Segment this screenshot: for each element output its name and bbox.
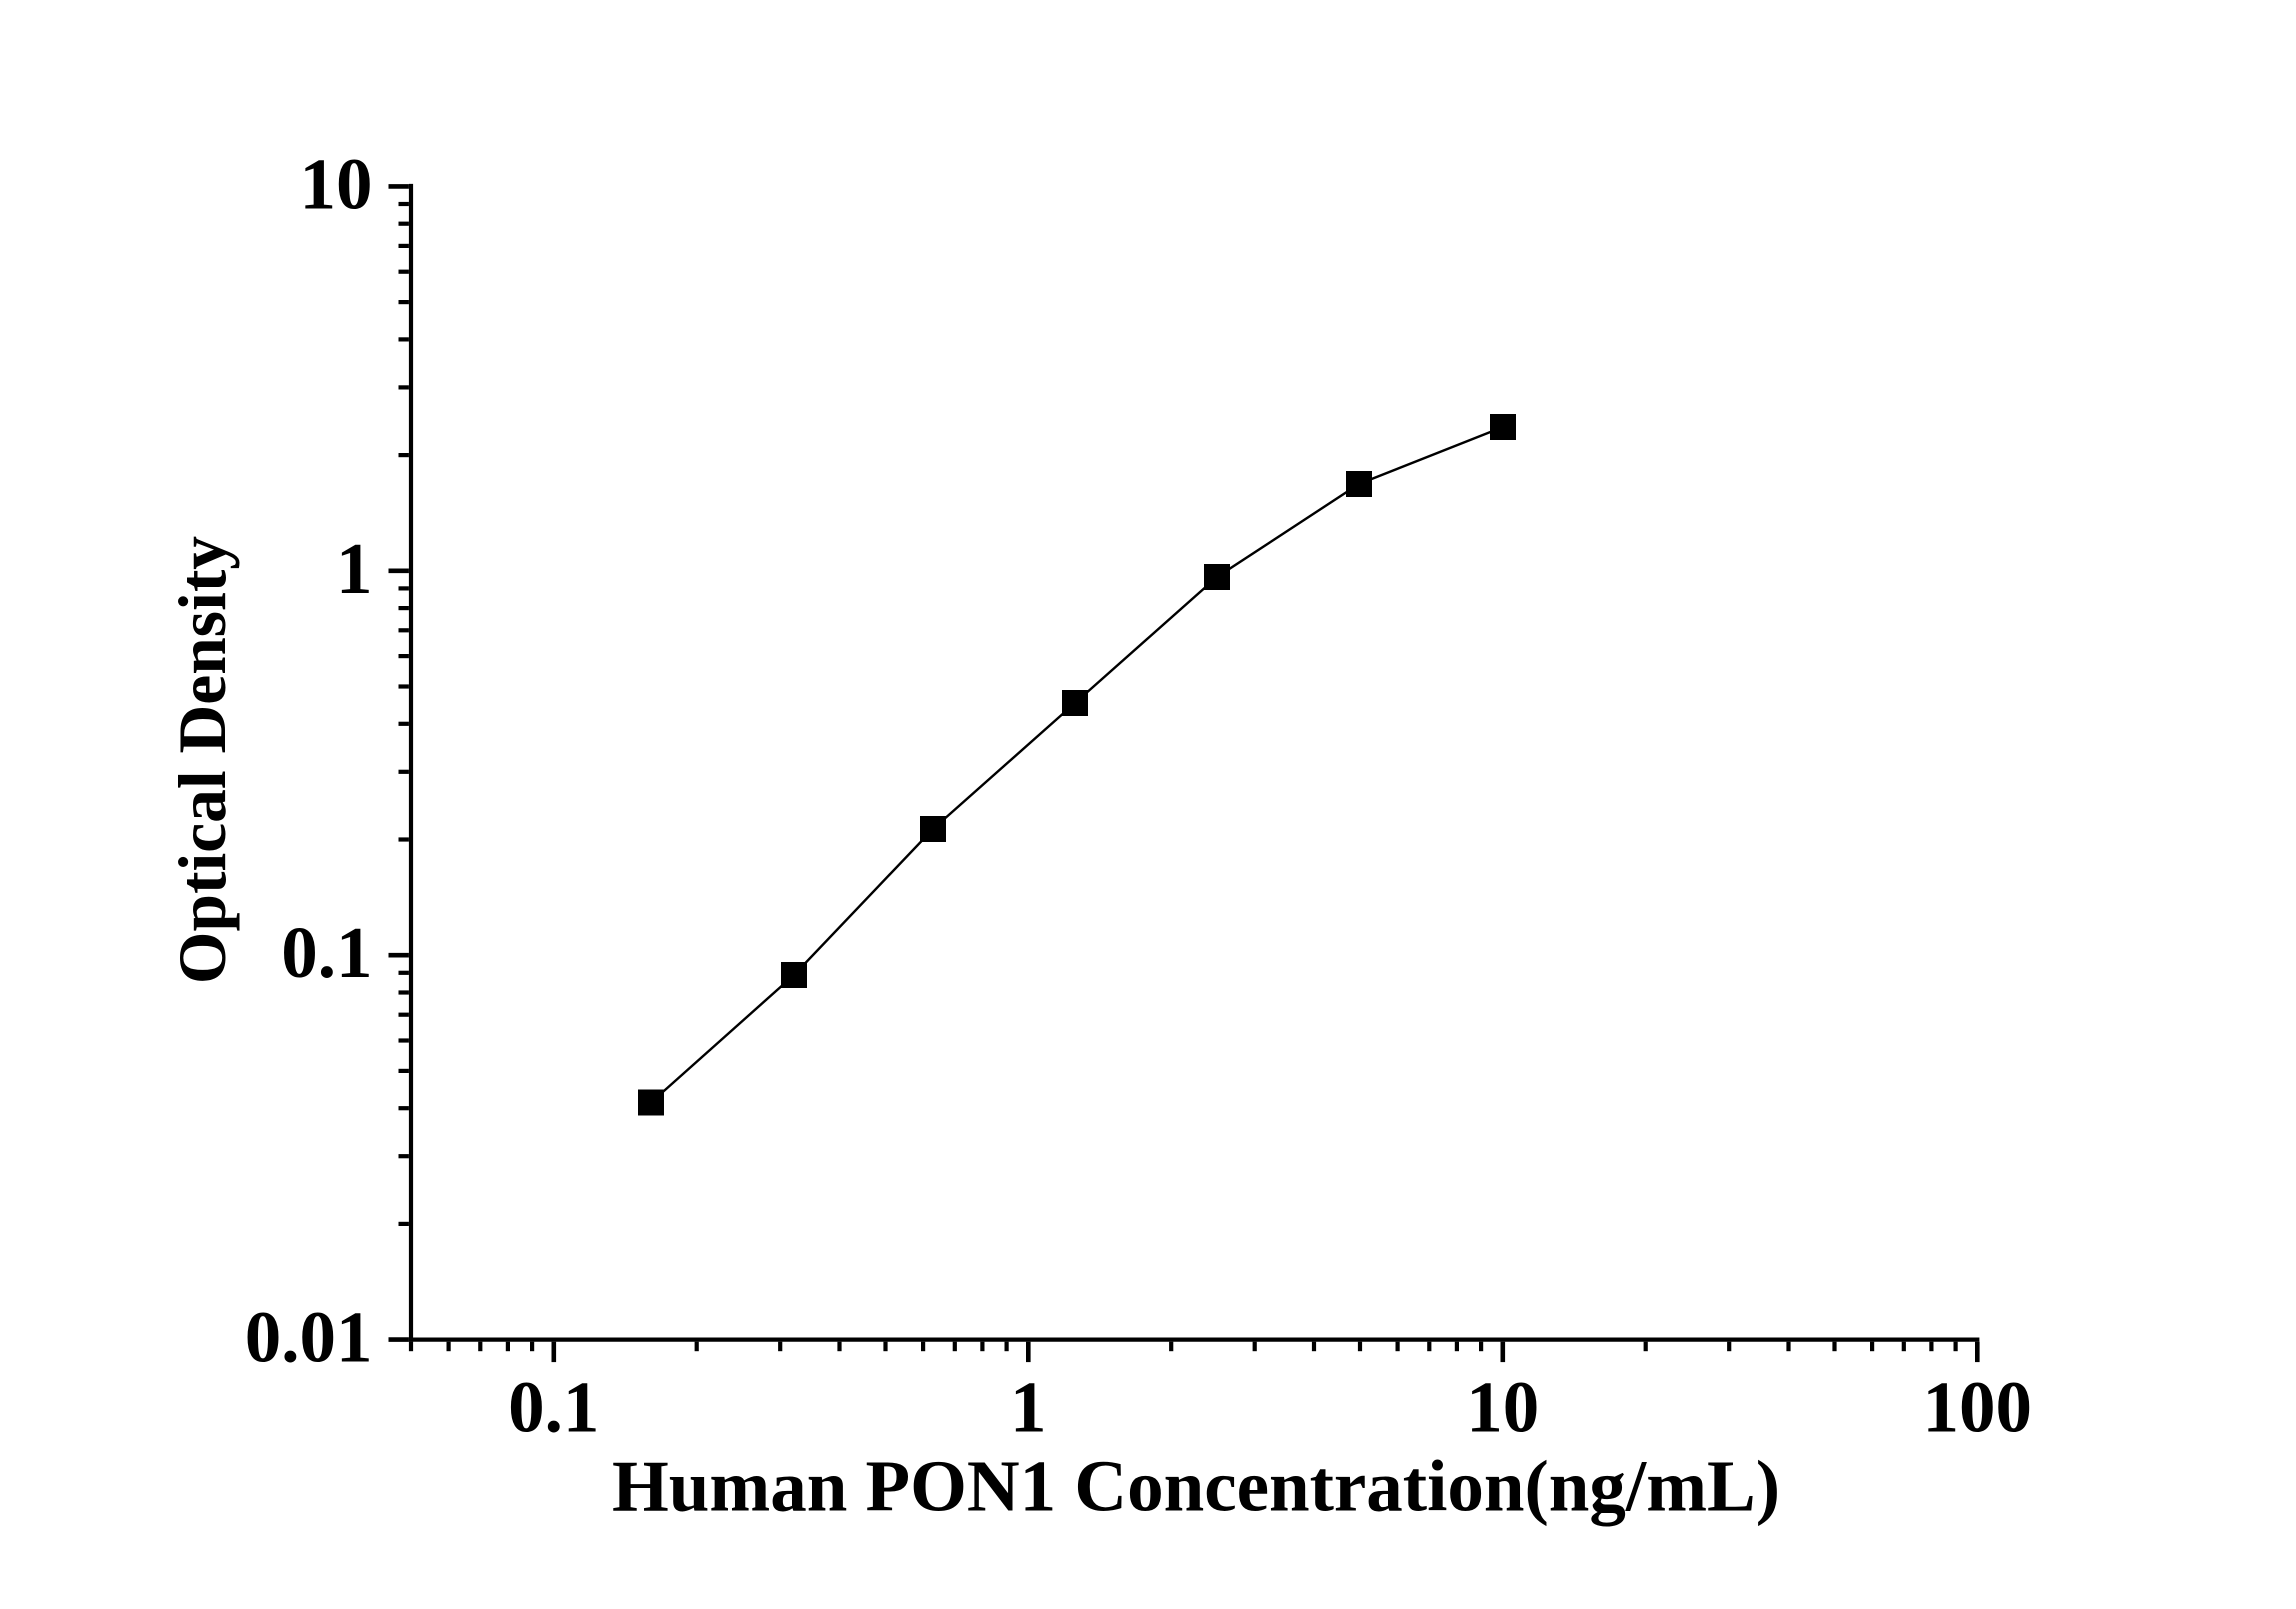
svg-text:0.1: 0.1 — [508, 1367, 599, 1448]
svg-text:100: 100 — [1923, 1367, 2033, 1448]
svg-text:0.1: 0.1 — [281, 912, 372, 993]
svg-text:10: 10 — [1466, 1367, 1539, 1448]
svg-text:1: 1 — [336, 528, 373, 609]
svg-text:10: 10 — [300, 143, 373, 224]
svg-text:Human PON1 Concentration(ng/mL: Human PON1 Concentration(ng/mL) — [612, 1446, 1780, 1527]
svg-text:0.01: 0.01 — [245, 1297, 373, 1378]
svg-text:Optical Density: Optical Density — [165, 536, 240, 984]
svg-text:1: 1 — [1010, 1367, 1047, 1448]
